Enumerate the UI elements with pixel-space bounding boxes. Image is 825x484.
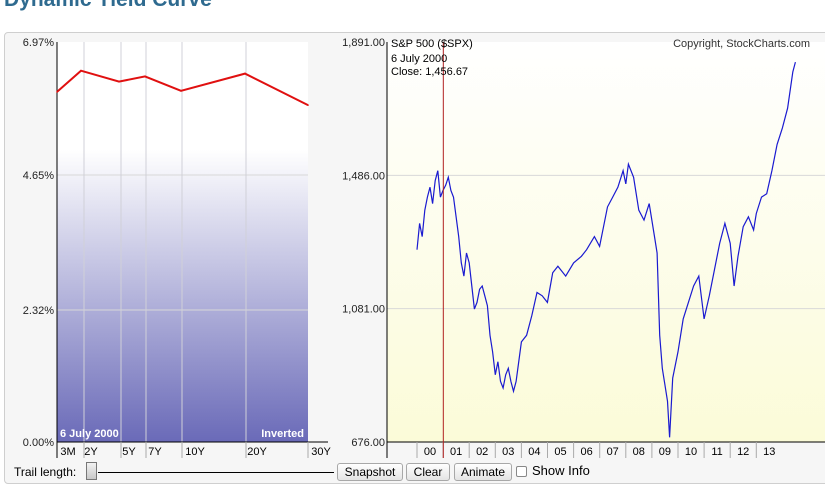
spx-copyright: Copyright, StockCharts.com [673,38,810,50]
spx-plot-background [387,42,825,442]
spx-x-tick-label: 08 [633,446,645,458]
spx-x-tick-label: 10 [685,446,697,458]
spx-x-tick-label: 12 [737,446,749,458]
yield-point [144,75,146,78]
spx-x-tick-label: 02 [476,446,488,458]
yield-point [80,69,82,72]
yield-point [118,80,120,83]
show-info-checkbox[interactable] [516,466,527,477]
yield-point [307,104,309,106]
yield-y-tick-label: 4.65% [23,170,54,182]
yield-y-tick-label: 6.97% [23,37,54,49]
show-info-label: Show Info [532,463,590,478]
yield-point [56,91,58,93]
spx-date-label: 6 July 2000 [391,53,447,65]
spx-x-tick-label: 00 [424,446,436,458]
animate-button[interactable]: Animate [454,463,512,481]
spx-y-tick-label: 1,081.00 [342,304,385,316]
spx-y-tick-label: 1,891.00 [342,37,385,49]
spx-y-tick-label: 676.00 [351,437,385,449]
spx-x-tick-label: 06 [580,446,592,458]
yield-x-tick-label: 5Y [122,446,136,458]
yield-x-tick-label: 3M [60,446,75,458]
spx-x-tick-label: 03 [502,446,514,458]
spx-close-label: Close: 1,456.67 [391,66,468,78]
yield-point [180,89,182,92]
spx-y-tick-label: 1,486.00 [342,170,385,182]
spx-x-tick-label: 11 [711,446,722,458]
spx-x-tick-label: 05 [554,446,566,458]
spx-price-line [416,61,796,438]
trail-length-label: Trail length: [14,465,77,479]
spx-x-tick-label: 07 [607,446,619,458]
trail-length-slider-track[interactable] [98,472,334,473]
yield-x-tick-label: 2Y [84,446,98,458]
yield-status-label: Inverted [261,428,304,440]
yield-date-label: 6 July 2000 [60,428,119,440]
spx-series-label: S&P 500 ($SPX) [391,38,473,50]
yield-x-tick-label: 7Y [148,446,162,458]
spx-x-tick-label: 13 [763,446,775,458]
yield-point [244,72,246,75]
spx-x-tick-label: 04 [528,446,540,458]
page-title: Dynamic Yield Curve [4,0,212,12]
snapshot-button[interactable]: Snapshot [337,463,403,481]
yield-y-tick-label: 2.32% [23,305,54,317]
yield-x-tick-label: 30Y [311,446,331,458]
trail-length-slider-handle[interactable] [86,462,97,480]
yield-x-tick-label: 20Y [247,446,267,458]
clear-button[interactable]: Clear [406,463,450,481]
spx-x-tick-label: 09 [659,446,671,458]
yield-curve-chart: 6.97% 4.65% 2.32% 0.00% 3M 2Y 5Y 7Y 10Y 20Y 30Y 6 J… [23,37,331,458]
yield-y-tick-label: 0.00% [23,437,54,449]
spx-chart: 1,891.00 1,486.00 1,081.00 676.00 00 01 02 03 04… [342,37,825,458]
spx-x-tick-label: 01 [450,446,462,458]
yield-x-tick-label: 10Y [185,446,205,458]
